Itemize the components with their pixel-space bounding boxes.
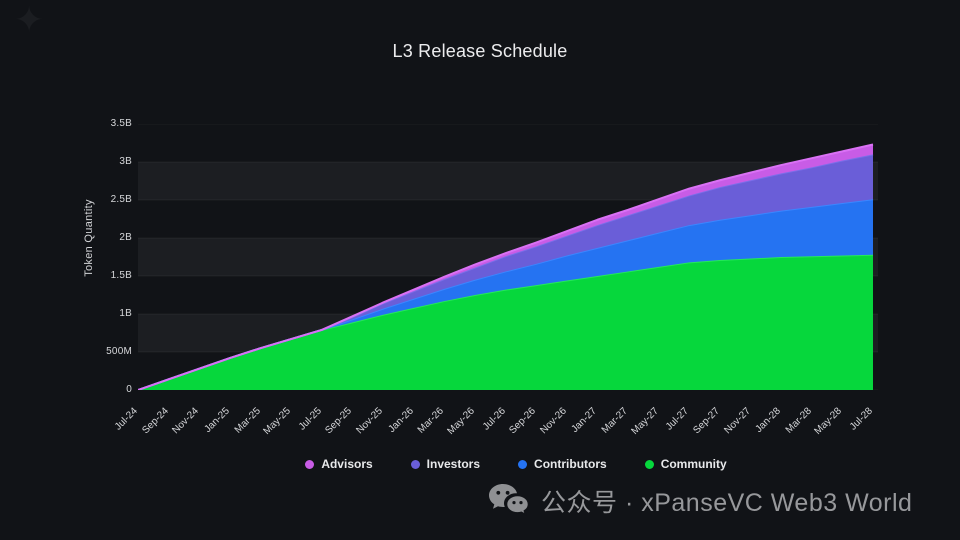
- y-tick-label: 1.5B: [110, 270, 132, 281]
- area-band-investors: [138, 154, 873, 390]
- y-tick-label: 1B: [119, 308, 132, 319]
- watermark: 公众号 · xPanseVC Web3 World: [487, 482, 912, 519]
- legend-dot-icon: [644, 459, 654, 469]
- y-tick-label: 2.5B: [110, 194, 132, 205]
- y-tick-label: 0: [126, 384, 132, 395]
- chart-title: L3 Release Schedule: [392, 41, 568, 61]
- wechat-icon: [487, 482, 531, 519]
- area-band-community: [138, 254, 873, 390]
- legend-label: Investors: [426, 457, 481, 471]
- legend-item-contributors[interactable]: Contributors: [518, 457, 607, 471]
- legend-label: Advisors: [321, 457, 373, 471]
- plot-area: [138, 124, 878, 390]
- legend-label: Community: [660, 457, 727, 471]
- legend-dot-icon: [518, 459, 528, 469]
- legend-item-advisors[interactable]: Advisors: [305, 457, 373, 471]
- legend-dot-icon: [410, 459, 420, 469]
- legend-item-investors[interactable]: Investors: [410, 457, 481, 471]
- y-tick-label: 2B: [119, 232, 132, 243]
- legend-item-community[interactable]: Community: [644, 457, 727, 471]
- area-edge-advisors: [138, 143, 874, 390]
- legend: Advisors Investors Contributors Community: [0, 457, 960, 471]
- y-tick-label: 500M: [106, 346, 132, 357]
- watermark-text: 公众号 · xPanseVC Web3 World: [541, 488, 913, 517]
- y-tick-label: 3.5B: [110, 118, 132, 129]
- corner-logo-icon: ✦: [14, 2, 44, 38]
- area-band-contributors: [138, 199, 873, 390]
- legend-dot-icon: [305, 459, 315, 469]
- area-band-advisors: [138, 144, 873, 390]
- legend-label: Contributors: [534, 457, 607, 471]
- y-tick-label: 3B: [119, 156, 132, 167]
